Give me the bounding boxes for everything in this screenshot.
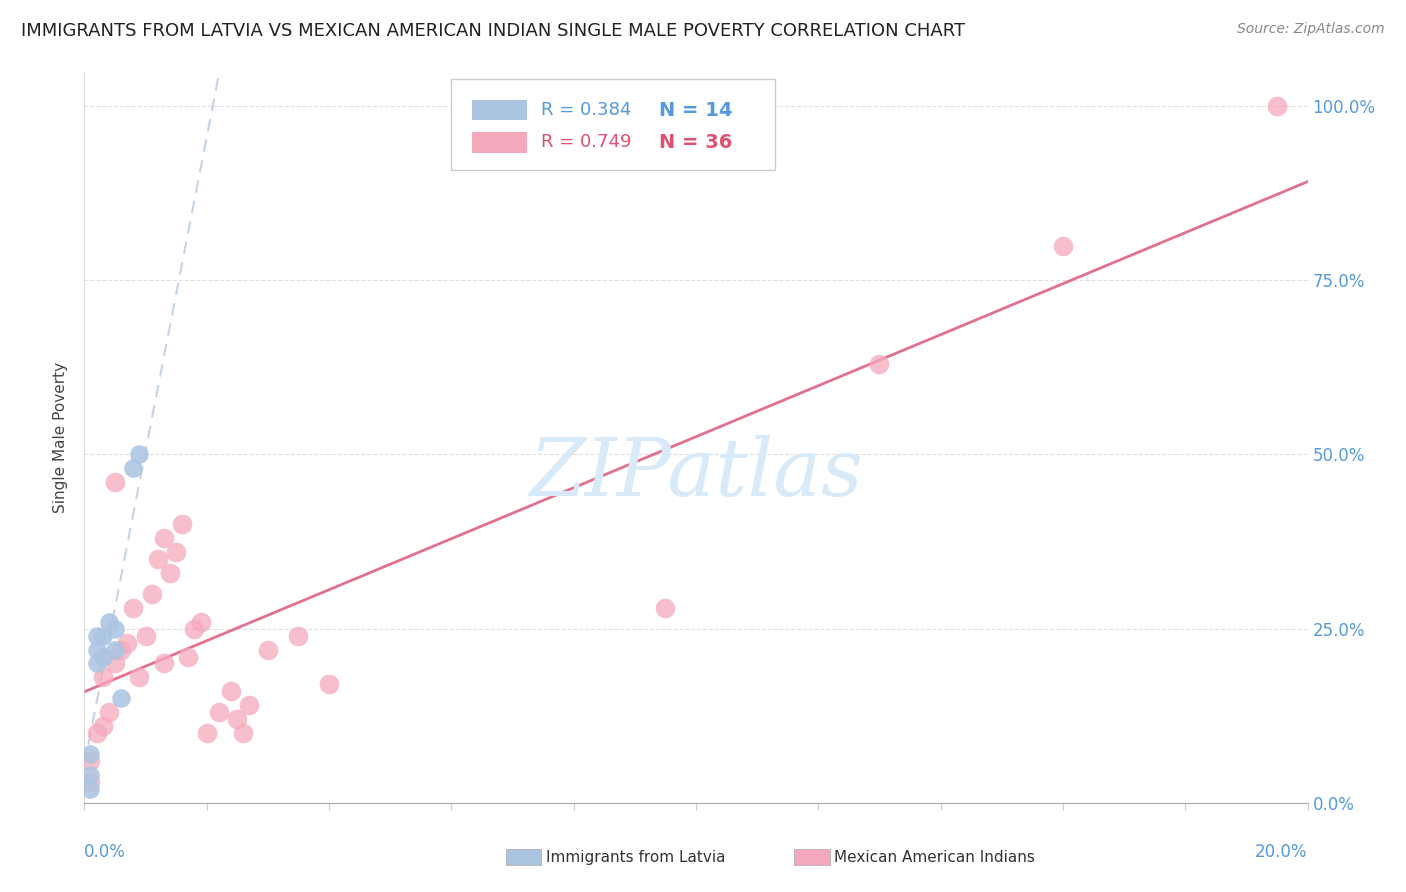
- Text: Source: ZipAtlas.com: Source: ZipAtlas.com: [1237, 22, 1385, 37]
- Point: [141, 587, 163, 601]
- Point: [122, 600, 145, 615]
- Text: N = 14: N = 14: [659, 101, 733, 120]
- Point: [219, 684, 242, 698]
- Point: [122, 461, 145, 475]
- Text: Mexican American Indians: Mexican American Indians: [834, 850, 1035, 864]
- Point: [110, 691, 132, 706]
- Point: [104, 657, 127, 671]
- Point: [257, 642, 280, 657]
- Text: 0.0%: 0.0%: [84, 843, 127, 861]
- Point: [287, 629, 309, 643]
- Point: [97, 615, 120, 629]
- Text: ZIPatlas: ZIPatlas: [529, 435, 863, 512]
- Point: [79, 768, 101, 782]
- Point: [91, 629, 114, 643]
- Point: [165, 545, 187, 559]
- Point: [159, 566, 181, 580]
- Point: [79, 754, 101, 768]
- Point: [104, 475, 127, 490]
- Point: [128, 448, 150, 462]
- Point: [110, 642, 132, 657]
- Point: [190, 615, 212, 629]
- Text: R = 0.384: R = 0.384: [541, 101, 631, 120]
- Point: [654, 600, 676, 615]
- FancyBboxPatch shape: [451, 78, 776, 170]
- Point: [115, 635, 138, 649]
- Point: [232, 726, 254, 740]
- Point: [91, 719, 114, 733]
- Point: [153, 531, 176, 545]
- Text: IMMIGRANTS FROM LATVIA VS MEXICAN AMERICAN INDIAN SINGLE MALE POVERTY CORRELATIO: IMMIGRANTS FROM LATVIA VS MEXICAN AMERIC…: [21, 22, 965, 40]
- Text: N = 36: N = 36: [659, 133, 733, 152]
- Point: [238, 698, 260, 713]
- Text: 20.0%: 20.0%: [1256, 843, 1308, 861]
- Point: [183, 622, 205, 636]
- Point: [177, 649, 200, 664]
- Point: [869, 357, 891, 371]
- FancyBboxPatch shape: [472, 100, 527, 120]
- Point: [1052, 238, 1074, 252]
- Point: [1265, 99, 1288, 113]
- Point: [135, 629, 157, 643]
- Point: [128, 670, 150, 684]
- Point: [79, 775, 101, 789]
- Point: [86, 657, 108, 671]
- Point: [86, 629, 108, 643]
- Point: [172, 517, 194, 532]
- Text: Immigrants from Latvia: Immigrants from Latvia: [546, 850, 725, 864]
- Point: [79, 747, 101, 761]
- Point: [226, 712, 249, 726]
- Point: [91, 649, 114, 664]
- Point: [86, 642, 108, 657]
- Point: [104, 622, 127, 636]
- Point: [146, 552, 169, 566]
- Point: [79, 781, 101, 796]
- Point: [91, 670, 114, 684]
- Y-axis label: Single Male Poverty: Single Male Poverty: [53, 361, 69, 513]
- Point: [195, 726, 218, 740]
- Point: [104, 642, 127, 657]
- Point: [97, 705, 120, 719]
- Point: [153, 657, 176, 671]
- FancyBboxPatch shape: [472, 132, 527, 153]
- Point: [86, 726, 108, 740]
- Point: [208, 705, 231, 719]
- Point: [318, 677, 340, 691]
- Text: R = 0.749: R = 0.749: [541, 133, 631, 152]
